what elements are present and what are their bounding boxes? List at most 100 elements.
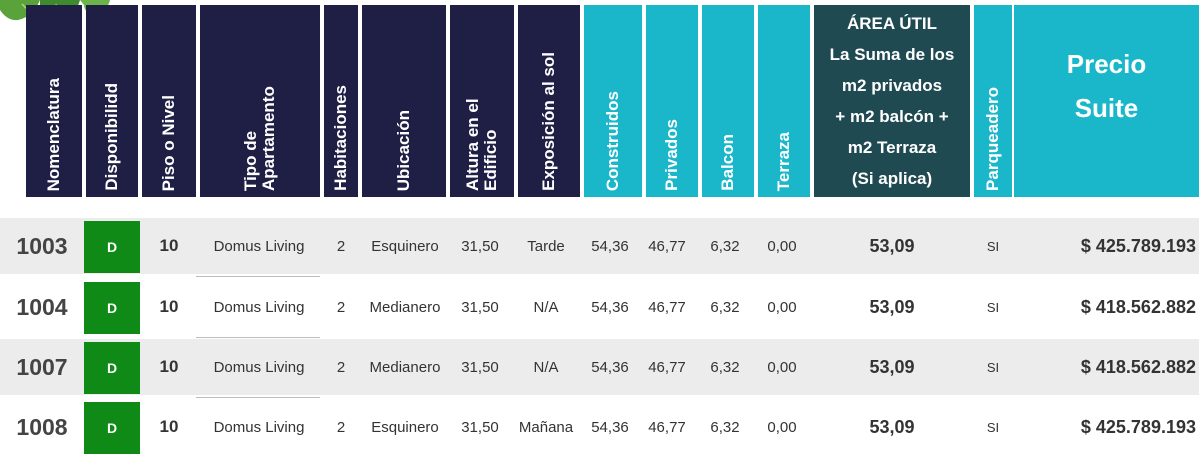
row-divider	[196, 397, 320, 398]
header-label: Piso o Nivel	[159, 94, 178, 191]
table-row[interactable]: 1008 10 Domus Living 2 Esquinero 31,50 Mañana 5…	[0, 399, 1199, 455]
header-exposicion[interactable]: Exposición al sol	[518, 5, 580, 197]
cell-ubicacion: Medianero	[369, 298, 441, 316]
area-util-line: m2 Terraza	[847, 138, 937, 157]
cell-altura: 31,50	[461, 418, 499, 436]
area-util-line: (Si aplica)	[851, 169, 933, 188]
cell-tipo: Domus Living	[213, 358, 305, 376]
header-tipo[interactable]: Tipo de Apartamento	[200, 5, 320, 197]
cell-privados: 46,77	[648, 418, 686, 436]
cell-privados: 46,77	[648, 298, 686, 316]
cell-nomenclatura: 1004	[16, 293, 68, 320]
header-balcon[interactable]: Balcon	[702, 5, 754, 197]
header-label: Ubicación	[394, 109, 413, 191]
header-label: Construidos	[603, 90, 622, 191]
cell-precio: $ 418.562.882	[1080, 296, 1196, 317]
header-label: Exposición al sol	[539, 52, 558, 191]
header-label: Tipo de Apartamento	[241, 86, 278, 191]
area-util-line: + m2 balcón +	[835, 107, 949, 126]
cell-piso: 10	[159, 417, 179, 436]
cell-exposicion: N/A	[533, 298, 559, 316]
cell-piso: 10	[159, 297, 179, 316]
header-altura[interactable]: Altura en el Edificio	[450, 5, 514, 197]
header-habitaciones[interactable]: Habitaciones	[324, 5, 358, 197]
cell-construidos: 54,36	[591, 358, 629, 376]
cell-area-util: 53,09	[869, 296, 915, 317]
header-label: Balcon	[718, 134, 737, 191]
cell-altura: 31,50	[461, 298, 499, 316]
cell-precio: $ 425.789.193	[1080, 235, 1196, 256]
table-row[interactable]: 1003 10 Domus Living 2 Esquinero 31,50 Tarde 54…	[0, 218, 1199, 274]
cell-area-util: 53,09	[869, 356, 915, 377]
cell-nomenclatura: 1008	[16, 413, 68, 440]
header-disponibilidad[interactable]: Disponibilidd	[86, 5, 138, 197]
cell-parqueadero: SI	[986, 359, 1000, 375]
cell-habitaciones: 2	[336, 298, 346, 316]
header-label: Privados	[662, 119, 681, 191]
header-nomenclatura[interactable]: Nomenclatura	[26, 5, 82, 197]
cell-habitaciones: 2	[336, 237, 346, 255]
cell-nomenclatura: 1007	[16, 353, 68, 380]
availability-badge: D	[84, 402, 140, 454]
header-label: Disponibilidd	[102, 83, 121, 191]
header-terraza[interactable]: Terraza	[758, 5, 810, 197]
cell-exposicion: N/A	[533, 358, 559, 376]
cell-exposicion: Mañana	[518, 418, 574, 436]
header-label: Terraza	[774, 131, 793, 191]
area-util-line: La Suma de los	[829, 45, 955, 64]
precio-text: Precio Suite	[1014, 42, 1199, 130]
cell-ubicacion: Esquinero	[371, 418, 439, 436]
row-divider	[196, 337, 320, 338]
header-label: Altura en el Edificio	[463, 98, 500, 191]
cell-balcon: 6,32	[710, 298, 740, 316]
availability-badge: D	[84, 221, 140, 273]
cell-habitaciones: 2	[336, 418, 346, 436]
cell-habitaciones: 2	[336, 358, 346, 376]
cell-privados: 46,77	[648, 358, 686, 376]
header-label: Parqueadero	[983, 87, 1002, 191]
header-construidos[interactable]: Construidos	[584, 5, 642, 197]
header-label: Habitaciones	[331, 85, 350, 191]
cell-construidos: 54,36	[591, 298, 629, 316]
cell-terraza: 0,00	[767, 358, 797, 376]
cell-parqueadero: SI	[986, 238, 1000, 254]
cell-balcon: 6,32	[710, 237, 740, 255]
cell-parqueadero: SI	[986, 299, 1000, 315]
header-area-util[interactable]: ÁREA ÚTIL La Suma de los m2 privados + m…	[814, 5, 970, 197]
header-parqueadero[interactable]: Parqueadero	[974, 5, 1012, 197]
cell-privados: 46,77	[648, 237, 686, 255]
cell-tipo: Domus Living	[213, 237, 305, 255]
precio-line: Precio	[1066, 49, 1147, 79]
cell-ubicacion: Medianero	[369, 358, 441, 376]
cell-altura: 31,50	[461, 237, 499, 255]
area-util-line: m2 privados	[841, 76, 943, 95]
cell-area-util: 53,09	[869, 235, 915, 256]
header-piso[interactable]: Piso o Nivel	[142, 5, 196, 197]
cell-precio: $ 418.562.882	[1080, 356, 1196, 377]
header-precio[interactable]: Precio Suite	[1014, 5, 1199, 197]
precio-line: Suite	[1074, 93, 1139, 123]
cell-ubicacion: Esquinero	[371, 237, 439, 255]
cell-terraza: 0,00	[767, 298, 797, 316]
cell-terraza: 0,00	[767, 237, 797, 255]
header-ubicacion[interactable]: Ubicación	[362, 5, 446, 197]
availability-badge: D	[84, 282, 140, 334]
cell-piso: 10	[159, 236, 179, 255]
cell-parqueadero: SI	[986, 419, 1000, 435]
cell-balcon: 6,32	[710, 358, 740, 376]
cell-piso: 10	[159, 357, 179, 376]
area-util-text: ÁREA ÚTIL La Suma de los m2 privados + m…	[814, 8, 970, 194]
availability-badge: D	[84, 342, 140, 394]
area-util-line: ÁREA ÚTIL	[846, 14, 938, 33]
cell-terraza: 0,00	[767, 418, 797, 436]
cell-balcon: 6,32	[710, 418, 740, 436]
table-row[interactable]: 1007 10 Domus Living 2 Medianero 31,50 N/A 54,3…	[0, 339, 1199, 395]
row-divider	[196, 276, 320, 277]
table-row[interactable]: 1004 10 Domus Living 2 Medianero 31,50 N/A 54,3…	[0, 279, 1199, 335]
cell-area-util: 53,09	[869, 416, 915, 437]
cell-precio: $ 425.789.193	[1080, 416, 1196, 437]
cell-altura: 31,50	[461, 358, 499, 376]
cell-construidos: 54,36	[591, 418, 629, 436]
header-label: Nomenclatura	[44, 77, 63, 191]
header-privados[interactable]: Privados	[646, 5, 698, 197]
